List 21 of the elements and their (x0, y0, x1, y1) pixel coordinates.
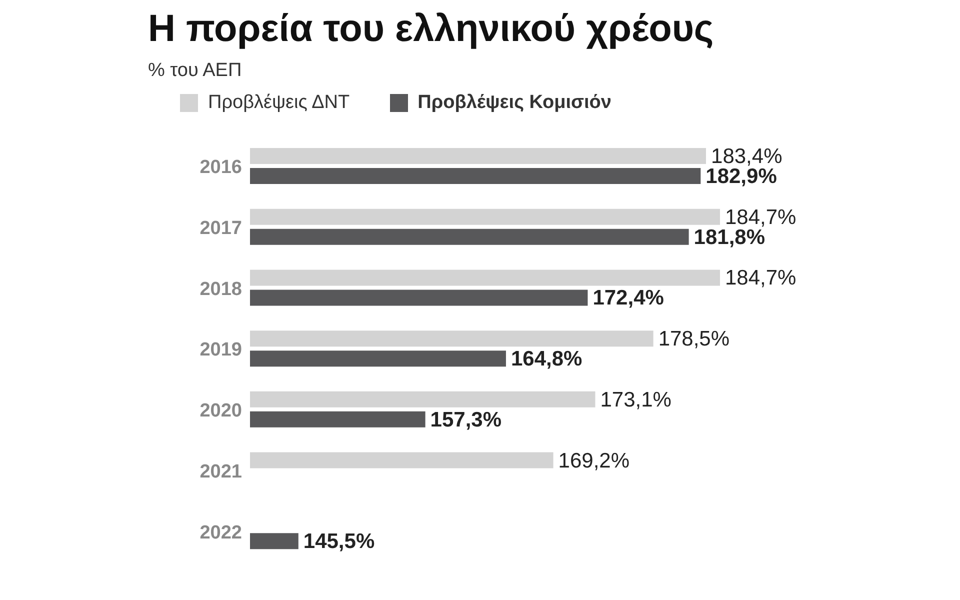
data-label: 183,4% (711, 145, 782, 168)
y-tick-label: 2019 (200, 340, 242, 361)
chart-subtitle: % του ΑΕΠ (148, 60, 242, 82)
legend-label: Προβλέψεις ΔΝΤ (207, 92, 350, 114)
data-label: 172,4% (592, 286, 664, 310)
y-tick-label: 2021 (200, 461, 242, 482)
data-label: 178,5% (658, 328, 730, 351)
data-label: 182,9% (706, 165, 778, 188)
y-tick-label: 2020 (200, 400, 242, 422)
y-tick-label: 2022 (200, 522, 242, 544)
chart-title: Η πορεία του ελληνικού χρέους (148, 8, 714, 51)
y-tick-label: 2016 (200, 157, 242, 178)
y-tick-label: 2017 (200, 218, 242, 240)
data-label: 173,1% (600, 388, 672, 412)
data-label: 157,3% (430, 408, 502, 432)
legend-label: Προβλέψεις Κομισιόν (416, 92, 612, 114)
data-label: 164,8% (510, 348, 583, 371)
data-label: 184,7% (725, 266, 796, 290)
data-label: 169,2% (558, 449, 630, 472)
y-tick-label: 2018 (200, 278, 242, 300)
data-label: 145,5% (303, 530, 375, 554)
